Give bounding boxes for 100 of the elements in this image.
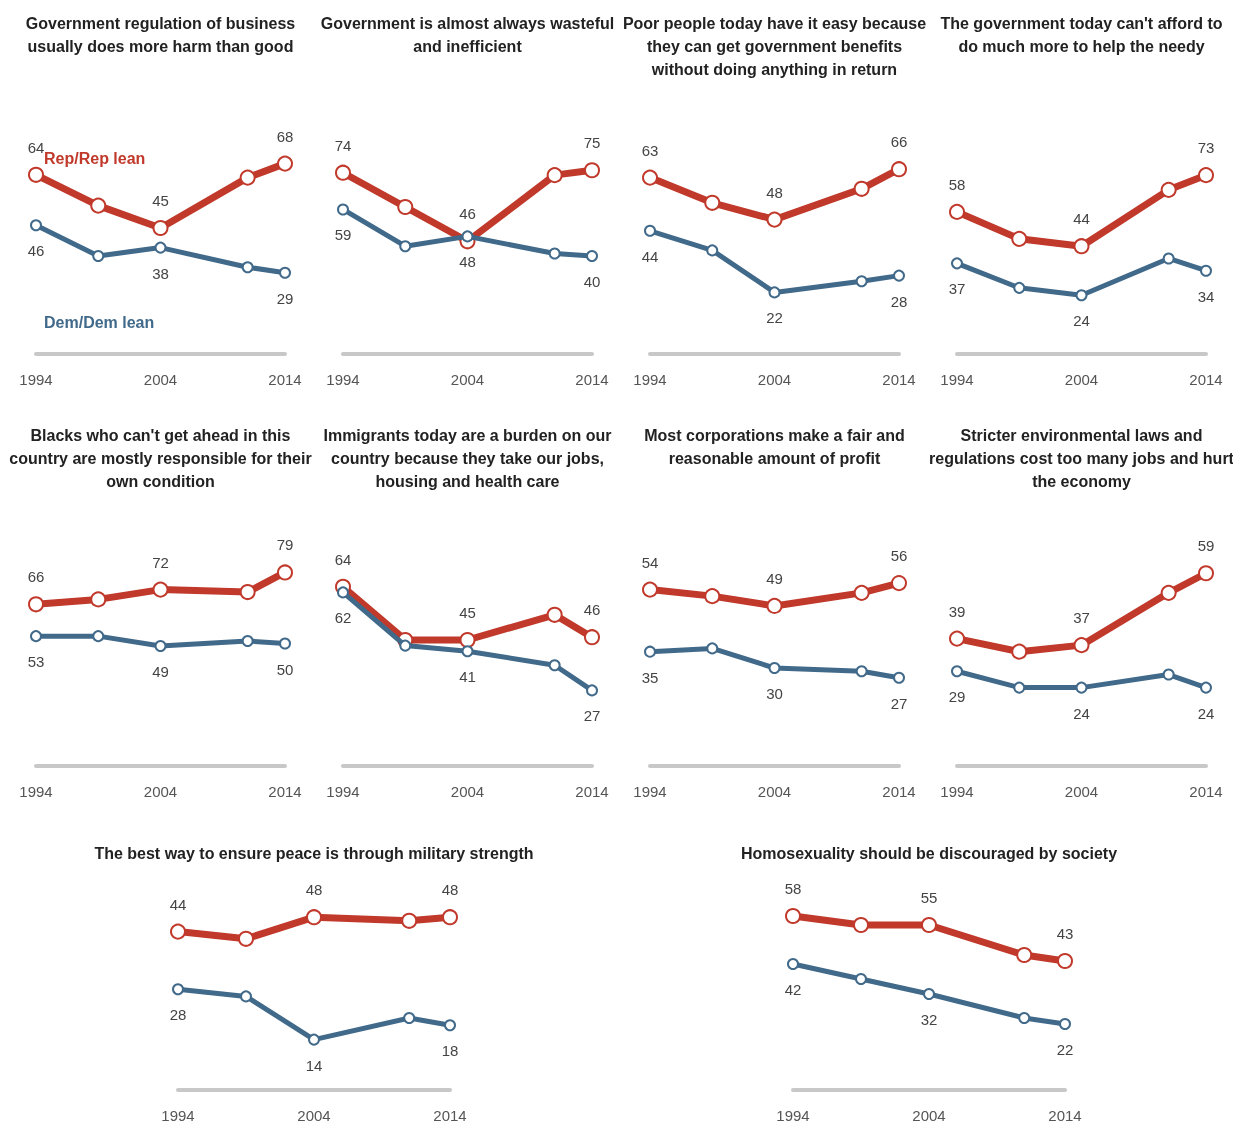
x-tick-label: 1994	[940, 371, 974, 388]
point	[766, 597, 783, 614]
x-tick-label: 2004	[912, 1107, 946, 1124]
point	[1073, 238, 1090, 255]
x-tick-label: 2004	[757, 783, 792, 800]
point	[308, 1033, 320, 1046]
data-label: 44	[169, 895, 187, 913]
data-label: 79	[276, 536, 294, 554]
data-label: 58	[784, 880, 802, 897]
point	[337, 203, 349, 216]
data-label: 73	[1197, 139, 1215, 157]
chart-title: Poor people today have it easy because they can get government benefits without doing anything in return	[622, 14, 927, 80]
x-tick-label: 2004	[1064, 783, 1099, 800]
point	[1200, 681, 1212, 694]
point	[893, 269, 905, 282]
point	[586, 250, 598, 262]
point	[279, 637, 291, 650]
point	[90, 197, 107, 214]
data-label: 14	[305, 1056, 323, 1074]
x-tick-label: 2004	[757, 371, 792, 388]
data-label: 43	[1056, 925, 1074, 942]
point	[787, 958, 799, 970]
x-tick-label: 2014	[1048, 1107, 1082, 1124]
point	[240, 990, 252, 1003]
data-label: 59	[1197, 537, 1215, 555]
data-label: 59	[334, 226, 352, 244]
data-label: 48	[305, 881, 323, 899]
point	[768, 662, 781, 674]
data-label: 66	[27, 568, 45, 586]
point	[706, 244, 719, 257]
x-tick-label: 2014	[1189, 783, 1223, 800]
data-label: 29	[276, 289, 294, 307]
data-label: 22	[766, 309, 783, 327]
point	[1057, 953, 1073, 969]
point	[170, 923, 186, 940]
data-label: 75	[583, 134, 601, 152]
point	[644, 224, 656, 237]
data-label: 63	[641, 141, 659, 159]
x-tick-label: 2004	[143, 783, 178, 800]
point	[1160, 181, 1177, 198]
chart-title: Stricter environmental laws and regulations cost too many jobs and hurt the economy	[929, 426, 1233, 492]
point	[444, 1019, 456, 1032]
data-label: 27	[583, 707, 601, 725]
data-label: 54	[641, 553, 659, 571]
chart-title: Government is almost always wasteful and inefficient	[319, 14, 616, 57]
point	[30, 630, 42, 643]
data-label: 35	[641, 668, 659, 686]
point	[853, 917, 869, 933]
data-label: 64	[27, 138, 45, 156]
point	[154, 639, 167, 652]
point	[30, 219, 42, 232]
point	[152, 220, 169, 236]
point	[766, 211, 783, 228]
x-tick-label: 2014	[575, 371, 609, 388]
point	[546, 606, 563, 623]
point	[337, 586, 349, 599]
data-label: 28	[169, 1006, 187, 1024]
point	[241, 635, 254, 648]
point	[28, 166, 44, 183]
x-tick-label: 2014	[575, 783, 609, 800]
point	[853, 180, 870, 197]
point	[459, 632, 476, 648]
chart-title: The best way to ensure peace is through military strength	[93, 844, 535, 864]
data-label: 74	[334, 136, 352, 154]
point	[891, 575, 907, 592]
data-label: 39	[948, 602, 966, 620]
point	[306, 909, 322, 926]
point	[92, 630, 105, 643]
data-label: 49	[152, 662, 169, 680]
data-label: 34	[1197, 287, 1215, 305]
point	[239, 169, 256, 186]
data-label: 24	[1197, 704, 1215, 722]
x-tick-label: 2004	[297, 1107, 331, 1124]
x-tick-label: 2004	[143, 371, 178, 388]
data-label: 53	[27, 653, 45, 671]
point	[855, 973, 867, 985]
point	[1162, 668, 1175, 681]
x-tick-label: 1994	[776, 1107, 810, 1124]
point	[1013, 281, 1026, 294]
point	[461, 230, 474, 243]
point	[239, 584, 256, 601]
data-label: 44	[641, 247, 659, 265]
point	[951, 665, 963, 678]
point	[951, 257, 963, 270]
point	[1018, 1012, 1031, 1024]
data-label: 46	[459, 205, 476, 223]
point	[399, 240, 412, 253]
point	[403, 1012, 416, 1024]
x-tick-label: 2004	[450, 371, 485, 388]
data-label: 68	[276, 127, 294, 145]
data-label: 56	[890, 547, 908, 565]
x-tick-label: 2014	[433, 1107, 467, 1124]
point	[92, 250, 105, 262]
data-label: 46	[583, 601, 601, 619]
data-label: 45	[459, 604, 476, 621]
point	[548, 659, 561, 672]
point	[1198, 167, 1214, 184]
data-label: 48	[766, 183, 783, 201]
point	[28, 596, 44, 613]
x-tick-label: 1994	[19, 783, 53, 800]
